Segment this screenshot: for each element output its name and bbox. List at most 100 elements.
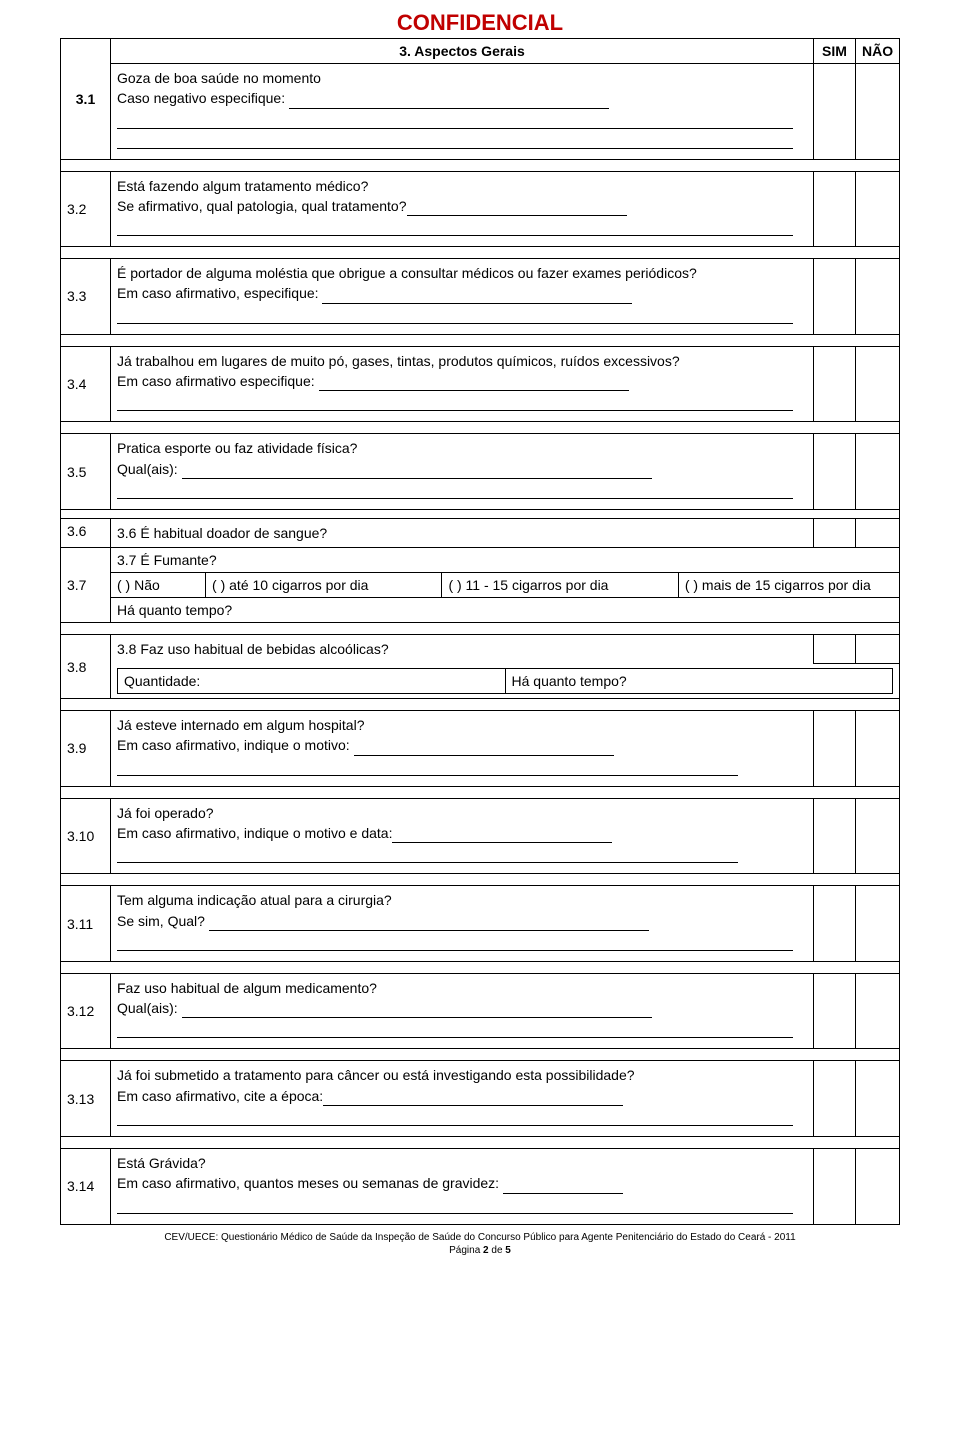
form-table: 3.1 3. Aspectos Gerais SIM NÃO Goza de b… [60, 38, 900, 1225]
blank-line[interactable] [117, 485, 793, 499]
header-sim: SIM [814, 39, 856, 64]
nao-cell-3-12[interactable] [856, 973, 900, 1049]
q-3-9-line1: Já esteve internado em algum hospital? [117, 717, 364, 733]
row-3-5: 3.5 Pratica esporte ou faz atividade fís… [61, 434, 900, 510]
sim-cell-3-3[interactable] [814, 259, 856, 335]
blank-line[interactable] [117, 1112, 793, 1126]
q-3-13-line1: Já foi submetido a tratamento para cânce… [117, 1067, 635, 1083]
row-num-3-4: 3.4 [61, 346, 111, 422]
q-3-13-line2: Em caso afirmativo, cite a época: [117, 1088, 323, 1104]
nao-cell-3-11[interactable] [856, 886, 900, 962]
blank-line[interactable] [354, 755, 614, 756]
blank-line[interactable] [182, 1017, 652, 1018]
q-3-10-line1: Já foi operado? [117, 805, 214, 821]
row-num-3-9: 3.9 [61, 711, 111, 787]
question-3-4: Já trabalhou em lugares de muito pó, gas… [111, 346, 814, 422]
opt-3-7-1[interactable]: ( ) Não [111, 573, 206, 598]
blank-line[interactable] [117, 937, 793, 951]
blank-line[interactable] [319, 390, 629, 391]
blank-line[interactable] [117, 115, 793, 129]
blank-line[interactable] [289, 108, 609, 109]
nao-cell-3-5[interactable] [856, 434, 900, 510]
nao-cell-3-4[interactable] [856, 346, 900, 422]
sim-cell-3-5[interactable] [814, 434, 856, 510]
footer-page-of: de [489, 1245, 506, 1256]
footer-page-prefix: Página [449, 1245, 483, 1256]
q-3-14-line2: Em caso afirmativo, quantos meses ou sem… [117, 1175, 503, 1191]
footer-page-total: 5 [505, 1245, 511, 1256]
row-3-8-head: 3.8 3.8 Faz uso habitual de bebidas alco… [61, 635, 900, 664]
row-3-11: 3.11 Tem alguma indicação atual para a c… [61, 886, 900, 962]
nao-cell-3-8[interactable] [856, 635, 900, 664]
sim-cell-3-11[interactable] [814, 886, 856, 962]
row-3-1: Goza de boa saúde no momento Caso negati… [61, 64, 900, 160]
nao-cell-3-13[interactable] [856, 1061, 900, 1137]
row-3-12: 3.12 Faz uso habitual de algum medicamen… [61, 973, 900, 1049]
nao-cell-3-2[interactable] [856, 171, 900, 247]
opt-3-7-4[interactable]: ( ) mais de 15 cigarros por dia [678, 573, 899, 598]
blank-line[interactable] [117, 762, 738, 776]
blank-line[interactable] [117, 1200, 793, 1214]
q-3-5-line2: Qual(ais): [117, 461, 182, 477]
q-3-7: 3.7 É Fumante? [111, 548, 899, 573]
sim-cell-3-12[interactable] [814, 973, 856, 1049]
nao-cell-3-9[interactable] [856, 711, 900, 787]
blank-line[interactable] [209, 930, 649, 931]
blank-line[interactable] [503, 1193, 623, 1194]
blank-line[interactable] [392, 842, 612, 843]
blank-line[interactable] [117, 135, 793, 149]
sim-cell-3-13[interactable] [814, 1061, 856, 1137]
sim-cell-3-2[interactable] [814, 171, 856, 247]
question-3-12: Faz uso habitual de algum medicamento? Q… [111, 973, 814, 1049]
question-3-9: Já esteve internado em algum hospital? E… [111, 711, 814, 787]
blank-line[interactable] [323, 1105, 623, 1106]
sim-cell-3-14[interactable] [814, 1149, 856, 1225]
blank-line[interactable] [117, 397, 793, 411]
q-3-2-line2: Se afirmativo, qual patologia, qual trat… [117, 198, 407, 214]
row-3-2: 3.2 Está fazendo algum tratamento médico… [61, 171, 900, 247]
row-3-9: 3.9 Já esteve internado em algum hospita… [61, 711, 900, 787]
blank-line[interactable] [407, 215, 627, 216]
question-3-6: 3.6 É habitual doador de sangue? [111, 518, 814, 547]
section-header-row: 3.1 3. Aspectos Gerais SIM NÃO [61, 39, 900, 64]
row-num-3-12: 3.12 [61, 973, 111, 1049]
q-3-1-line2: Caso negativo especifique: [117, 90, 289, 106]
row-num-3-3: 3.3 [61, 259, 111, 335]
row-3-7: 3.7 3.7 É Fumante? ( ) Não ( ) até 10 ci… [61, 548, 900, 623]
nao-cell-3-14[interactable] [856, 1149, 900, 1225]
q-3-2-line1: Está fazendo algum tratamento médico? [117, 178, 368, 194]
blank-line[interactable] [322, 303, 632, 304]
blank-line[interactable] [117, 310, 793, 324]
opt-3-7-3[interactable]: ( ) 11 - 15 cigarros por dia [442, 573, 678, 598]
row-num-3-7: 3.7 [61, 548, 111, 623]
nao-cell-3-10[interactable] [856, 798, 900, 874]
nao-cell-3-3[interactable] [856, 259, 900, 335]
q-3-3-line2: Em caso afirmativo, especifique: [117, 285, 322, 301]
q-3-11-line2: Se sim, Qual? [117, 913, 209, 929]
nao-cell-3-6[interactable] [856, 518, 900, 547]
row-3-4: 3.4 Já trabalhou em lugares de muito pó,… [61, 346, 900, 422]
question-3-5: Pratica esporte ou faz atividade física?… [111, 434, 814, 510]
question-3-13: Já foi submetido a tratamento para cânce… [111, 1061, 814, 1137]
q-3-8: 3.8 Faz uso habitual de bebidas alcoólic… [111, 635, 814, 664]
page: CONFIDENCIAL 3.1 3. Aspectos Gerais SIM … [0, 0, 960, 1277]
opt-3-7-2[interactable]: ( ) até 10 cigarros por dia [206, 573, 442, 598]
sim-cell-3-9[interactable] [814, 711, 856, 787]
q-3-5-line1: Pratica esporte ou faz atividade física? [117, 440, 357, 456]
sim-cell-3-4[interactable] [814, 346, 856, 422]
blank-line[interactable] [182, 478, 652, 479]
blank-line[interactable] [117, 1024, 793, 1038]
inner-table-3-8: Quantidade: Há quanto tempo? [117, 668, 893, 694]
sim-cell-3-1[interactable] [814, 64, 856, 160]
blank-line[interactable] [117, 849, 738, 863]
inner-table-3-7: 3.7 É Fumante? ( ) Não ( ) até 10 cigarr… [111, 548, 899, 622]
footer: CEV/UECE: Questionário Médico de Saúde d… [60, 1231, 900, 1257]
sim-cell-3-8[interactable] [814, 635, 856, 664]
blank-line[interactable] [117, 222, 793, 236]
sim-cell-3-10[interactable] [814, 798, 856, 874]
section-title: 3. Aspectos Gerais [111, 39, 814, 64]
sim-cell-3-6[interactable] [814, 518, 856, 547]
q-3-9-line2: Em caso afirmativo, indique o motivo: [117, 737, 354, 753]
q-3-4-line1: Já trabalhou em lugares de muito pó, gas… [117, 353, 680, 369]
nao-cell-3-1[interactable] [856, 64, 900, 160]
